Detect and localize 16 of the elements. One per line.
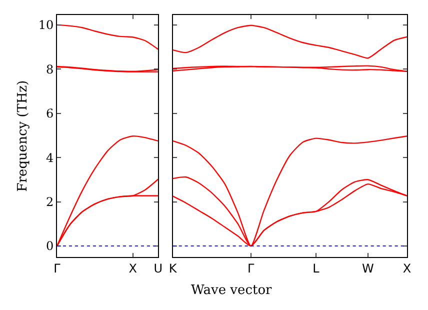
y-tick-label: 8 xyxy=(46,62,54,76)
y-axis-title: Frequency (THz) xyxy=(15,80,30,192)
x-tick-label: Γ xyxy=(248,261,255,276)
x-tick-label: W xyxy=(362,261,374,276)
x-tick-label: X xyxy=(402,261,412,276)
y-tick-label: 6 xyxy=(46,106,54,121)
y-tick-label: 4 xyxy=(46,150,54,165)
x-tick-label: X xyxy=(128,261,137,276)
x-tick-label: L xyxy=(312,261,320,276)
y-tick-label: 10 xyxy=(38,18,54,32)
x-tick-label: Γ xyxy=(54,261,61,276)
y-tick-label: 2 xyxy=(46,194,54,209)
x-axis-title: Wave vector xyxy=(191,283,273,298)
x-tick-label: K xyxy=(168,261,178,276)
x-tick-label: U xyxy=(154,261,163,276)
y-tick-label: 0 xyxy=(46,239,54,254)
